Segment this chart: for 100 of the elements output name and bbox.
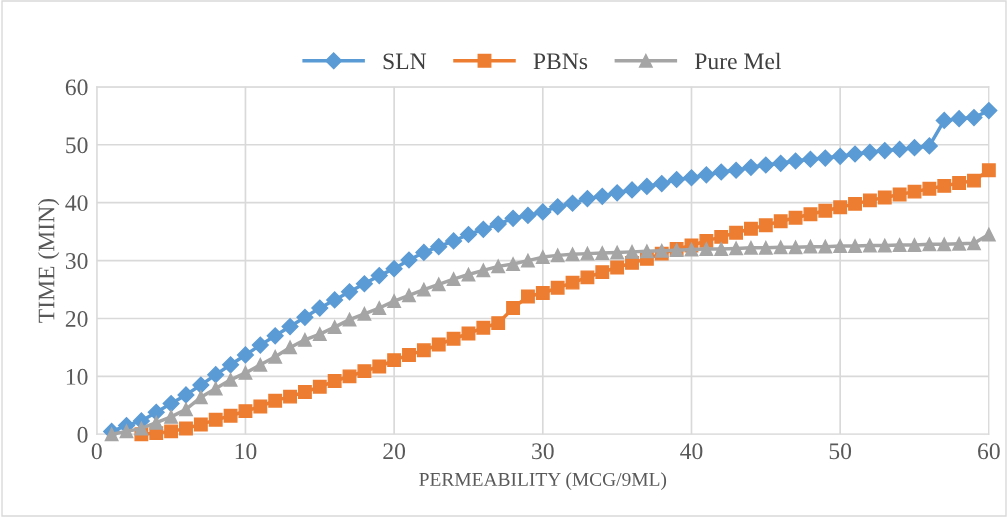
point <box>848 196 862 211</box>
point <box>223 372 238 387</box>
y-axis-title: TIME (MIN) <box>37 198 60 323</box>
point <box>192 376 210 394</box>
point <box>431 277 446 292</box>
point <box>653 175 671 193</box>
legend-label: PBNs <box>533 53 588 70</box>
x-tick-label: 30 <box>532 443 554 460</box>
point <box>402 348 416 362</box>
point <box>965 108 983 127</box>
point <box>207 366 225 384</box>
point <box>506 257 521 271</box>
point <box>416 343 431 358</box>
legend-label: SLN <box>383 53 427 70</box>
point <box>387 294 402 309</box>
point <box>164 409 179 424</box>
point <box>149 415 164 430</box>
point <box>535 286 550 300</box>
point <box>400 251 418 269</box>
point <box>519 206 537 224</box>
point <box>833 200 848 215</box>
point <box>787 152 805 170</box>
y-tick-label: 60 <box>65 79 88 96</box>
point <box>238 404 253 419</box>
point <box>251 336 269 354</box>
point <box>772 154 790 172</box>
point <box>595 246 610 260</box>
point <box>861 143 879 161</box>
point <box>550 280 565 295</box>
point <box>535 250 550 265</box>
point <box>848 239 862 254</box>
point <box>312 327 327 342</box>
y-tick-label: 10 <box>66 368 88 385</box>
point <box>476 320 491 335</box>
point <box>491 316 506 331</box>
x-tick-label: 0 <box>91 443 102 460</box>
point <box>372 301 387 315</box>
point <box>222 356 240 374</box>
point <box>326 291 344 309</box>
point <box>268 393 283 408</box>
point <box>565 275 580 290</box>
point <box>952 176 967 190</box>
point <box>253 357 268 372</box>
point <box>981 227 996 242</box>
point <box>818 239 833 254</box>
point <box>714 242 729 256</box>
point <box>891 140 909 158</box>
point <box>193 390 208 405</box>
point <box>162 395 180 413</box>
point <box>595 265 610 280</box>
x-tick-label: 50 <box>829 443 852 460</box>
point <box>967 236 981 251</box>
point <box>682 169 701 187</box>
point <box>773 214 788 229</box>
point <box>474 220 492 238</box>
point <box>788 240 803 255</box>
point <box>372 359 387 374</box>
point <box>402 288 416 303</box>
point <box>296 308 314 326</box>
point <box>520 253 535 268</box>
point <box>489 215 507 233</box>
point <box>534 203 552 221</box>
point <box>757 156 775 174</box>
point <box>416 282 431 297</box>
point <box>327 374 342 388</box>
point <box>476 263 491 278</box>
point <box>578 190 596 208</box>
point <box>563 194 582 212</box>
point <box>608 184 626 202</box>
point <box>833 239 848 254</box>
point <box>387 353 402 368</box>
point <box>935 111 953 129</box>
point <box>327 320 342 335</box>
point <box>803 239 818 254</box>
point <box>446 272 461 287</box>
point <box>922 181 937 196</box>
point <box>177 386 195 404</box>
point <box>357 364 372 379</box>
point <box>892 237 907 252</box>
point <box>967 173 981 188</box>
point <box>742 158 760 176</box>
point <box>846 145 864 163</box>
point <box>268 349 283 364</box>
point <box>342 312 357 327</box>
point <box>430 238 448 256</box>
point <box>415 243 433 262</box>
point <box>862 238 877 253</box>
point <box>266 327 284 345</box>
point <box>907 237 922 252</box>
point <box>625 244 639 259</box>
point <box>253 399 268 414</box>
point <box>311 299 329 317</box>
point <box>729 225 744 240</box>
point <box>714 229 729 244</box>
point <box>208 412 223 427</box>
x-tick-label: 20 <box>383 443 406 460</box>
point <box>283 340 297 355</box>
point <box>223 408 238 423</box>
point <box>236 346 255 364</box>
point <box>699 242 714 256</box>
